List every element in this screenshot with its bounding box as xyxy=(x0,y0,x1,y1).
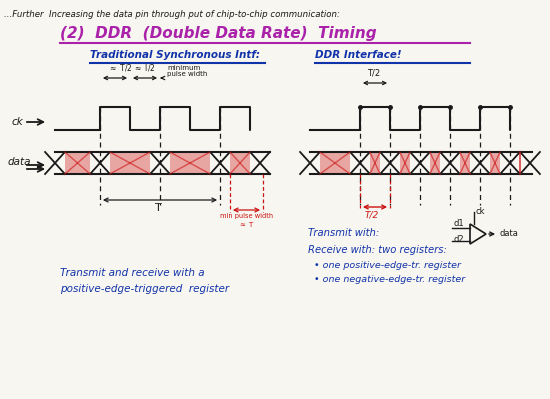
Text: pulse width: pulse width xyxy=(167,71,207,77)
Text: d2: d2 xyxy=(454,235,465,245)
Text: $\approx$ T/2: $\approx$ T/2 xyxy=(108,62,133,73)
Polygon shape xyxy=(320,152,350,174)
Text: T/2: T/2 xyxy=(367,68,380,77)
Polygon shape xyxy=(400,152,410,174)
Text: Transmit with:: Transmit with: xyxy=(308,228,380,238)
Text: ck: ck xyxy=(476,207,486,215)
Text: Transmit and receive with a: Transmit and receive with a xyxy=(60,268,205,278)
Polygon shape xyxy=(430,152,440,174)
Polygon shape xyxy=(65,152,90,174)
Text: T: T xyxy=(155,203,161,213)
Polygon shape xyxy=(460,152,470,174)
Text: ck: ck xyxy=(12,117,24,127)
Text: Traditional Synchronous Intf:: Traditional Synchronous Intf: xyxy=(90,50,260,60)
Polygon shape xyxy=(490,152,500,174)
Text: Receive with: two registers:: Receive with: two registers: xyxy=(308,245,447,255)
Text: DDR Interface!: DDR Interface! xyxy=(315,50,402,60)
Text: T/2: T/2 xyxy=(365,210,380,219)
Text: (2)  DDR  (Double Data Rate)  Timing: (2) DDR (Double Data Rate) Timing xyxy=(60,26,377,41)
Text: d1: d1 xyxy=(454,219,465,229)
Text: min pulse width: min pulse width xyxy=(221,213,273,219)
Text: data: data xyxy=(8,157,31,167)
Text: positive-edge-triggered  register: positive-edge-triggered register xyxy=(60,284,229,294)
Text: ...Further  Increasing the data pin through put of chip-to-chip communication:: ...Further Increasing the data pin throu… xyxy=(4,10,340,19)
Text: data: data xyxy=(500,229,519,237)
Text: • one positive-edge-tr. register: • one positive-edge-tr. register xyxy=(308,261,461,270)
Polygon shape xyxy=(230,152,250,174)
Text: • one negative-edge-tr. register: • one negative-edge-tr. register xyxy=(308,275,465,284)
Polygon shape xyxy=(110,152,150,174)
Text: minimum: minimum xyxy=(167,65,200,71)
Text: $\approx$ I/2: $\approx$ I/2 xyxy=(133,62,155,73)
Polygon shape xyxy=(370,152,380,174)
Polygon shape xyxy=(170,152,210,174)
Text: $\approx$ T: $\approx$ T xyxy=(239,220,256,229)
